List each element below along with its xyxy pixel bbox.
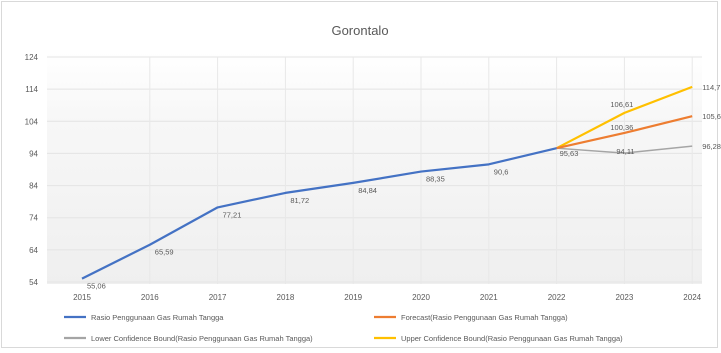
legend-label: Rasio Penggunaan Gas Rumah Tangga bbox=[91, 313, 224, 322]
y-tick-label: 104 bbox=[25, 117, 39, 126]
x-tick-label: 2018 bbox=[277, 293, 295, 302]
y-axis-ticks: 54 64 74 84 94 104 114 124 bbox=[25, 53, 39, 287]
data-label: 55,06 bbox=[87, 282, 106, 291]
y-tick-label: 124 bbox=[25, 53, 39, 62]
data-label: 96,28 bbox=[702, 142, 721, 151]
data-label: 100,36 bbox=[610, 123, 633, 132]
series-lines bbox=[81, 85, 693, 280]
y-tick-label: 114 bbox=[25, 85, 38, 94]
legend-label: Upper Confidence Bound(Rasio Penggunaan … bbox=[401, 334, 623, 343]
series-line-1 bbox=[556, 115, 693, 150]
x-tick-label: 2021 bbox=[480, 293, 498, 302]
x-axis-ticks: 2015 2016 2017 2018 2019 2020 2021 2022 2023 2024 bbox=[73, 293, 702, 302]
data-label: 77,21 bbox=[223, 210, 242, 219]
x-tick-label: 2017 bbox=[209, 293, 227, 302]
data-label: 114,7 bbox=[702, 83, 720, 92]
y-tick-label: 84 bbox=[29, 182, 38, 191]
series-line-2 bbox=[556, 145, 693, 154]
legend-label: Forecast(Rasio Penggunaan Gas Rumah Tang… bbox=[401, 313, 568, 322]
data-label: 105,6 bbox=[702, 112, 721, 121]
x-tick-label: 2023 bbox=[616, 293, 634, 302]
y-tick-label: 94 bbox=[29, 149, 38, 158]
series-line-0 bbox=[81, 147, 557, 280]
data-label: 94,11 bbox=[616, 147, 634, 156]
series-line-3 bbox=[556, 85, 693, 150]
data-label: 88,35 bbox=[426, 175, 445, 184]
data-label: 65,59 bbox=[155, 248, 174, 257]
x-tick-label: 2016 bbox=[141, 293, 159, 302]
data-label: 106,61 bbox=[610, 100, 633, 109]
x-tick-label: 2024 bbox=[683, 293, 701, 302]
chart-title: Gorontalo bbox=[331, 23, 388, 38]
legend: Rasio Penggunaan Gas Rumah Tangga Forecas… bbox=[64, 313, 623, 343]
data-label: 95,63 bbox=[560, 149, 579, 158]
legend-label: Lower Confidence Bound(Rasio Penggunaan … bbox=[91, 334, 313, 343]
plot-area bbox=[47, 52, 702, 284]
x-tick-label: 2019 bbox=[344, 293, 362, 302]
data-labels: 55,06 65,59 77,21 81,72 84,84 88,35 90,6 95,63 1… bbox=[87, 83, 721, 291]
y-tick-label: 54 bbox=[29, 278, 38, 287]
data-label: 81,72 bbox=[290, 196, 309, 205]
y-tick-label: 74 bbox=[29, 214, 38, 223]
x-tick-label: 2015 bbox=[73, 293, 91, 302]
x-tick-label: 2022 bbox=[548, 293, 566, 302]
x-tick-label: 2020 bbox=[412, 293, 430, 302]
data-label: 90,6 bbox=[494, 167, 509, 176]
data-label: 84,84 bbox=[358, 186, 377, 195]
y-tick-label: 64 bbox=[29, 246, 38, 255]
